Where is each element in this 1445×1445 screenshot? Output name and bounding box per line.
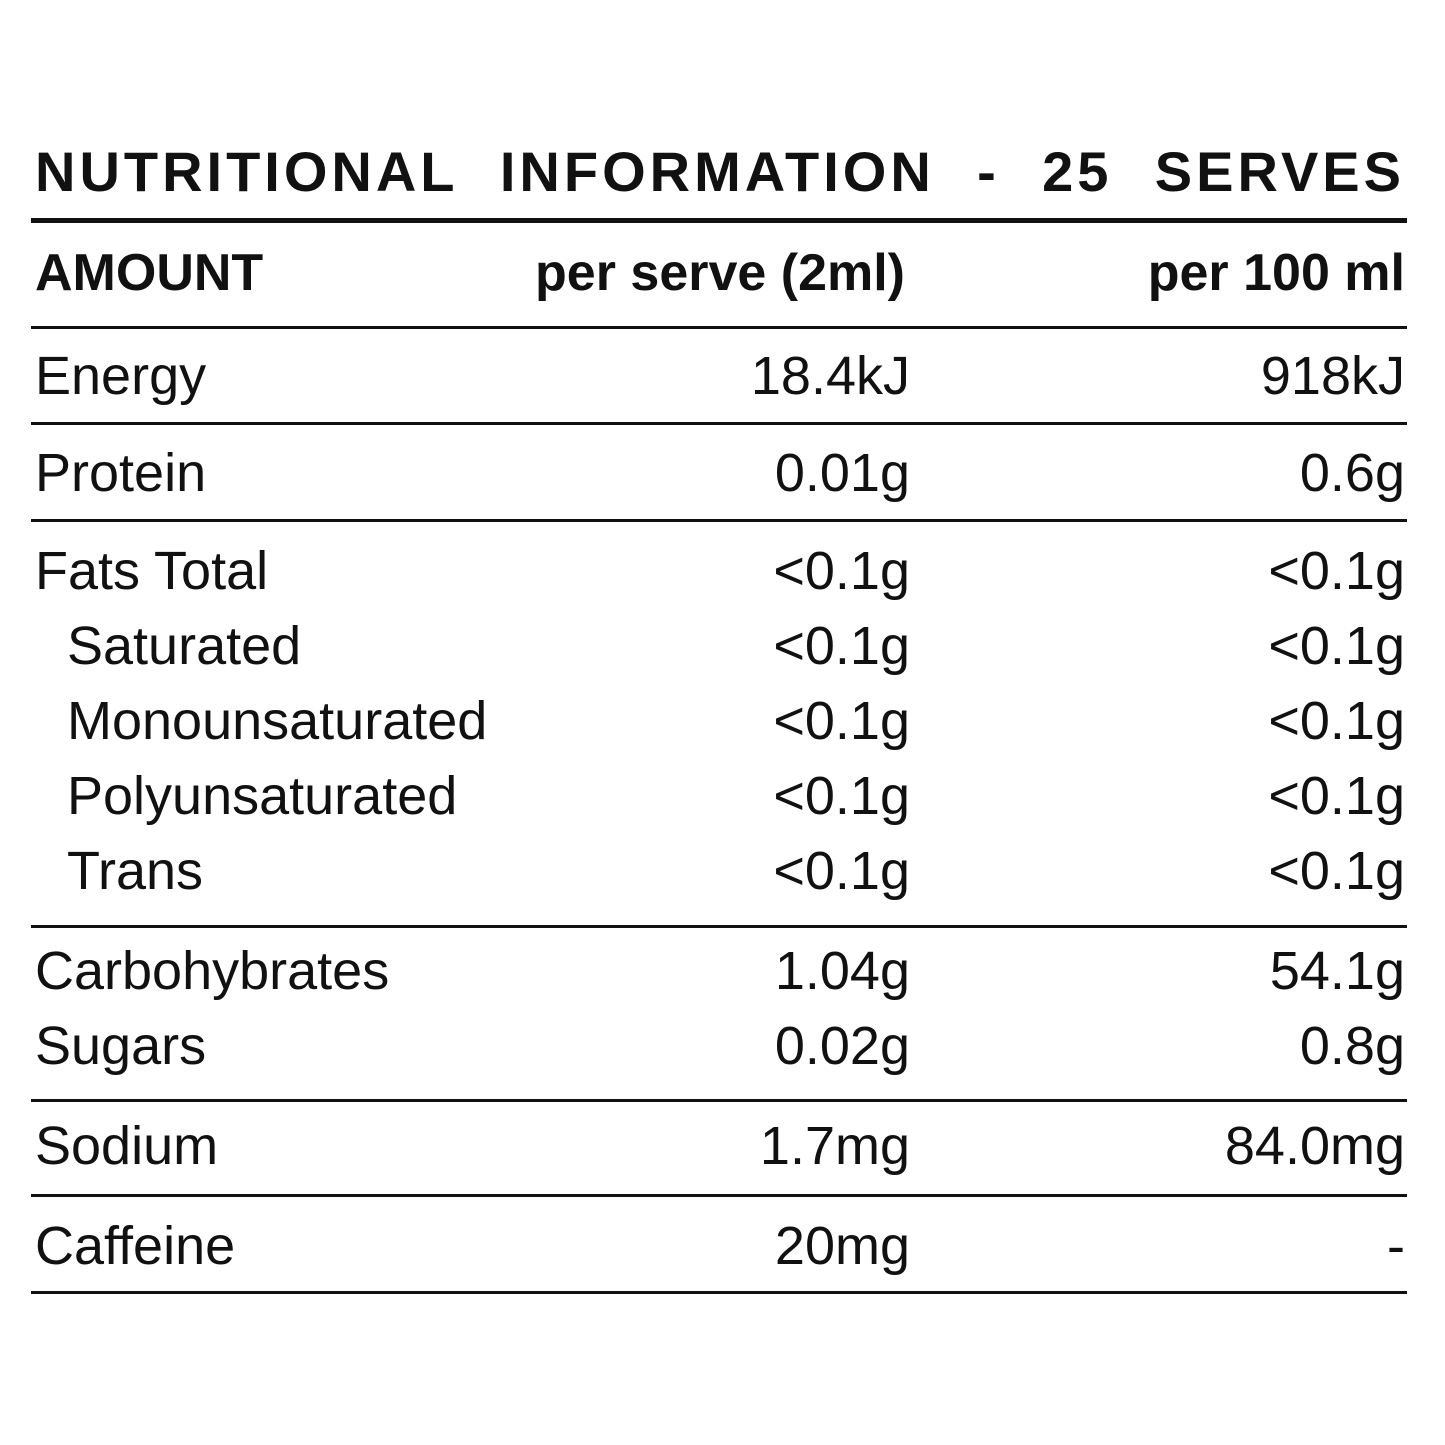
per-serve: 0.02g [774,1016,910,1076]
row-label: Sugars [35,1016,207,1076]
per-100ml: - [1387,1216,1405,1276]
per-100ml: 54.1g [1269,941,1405,1001]
per-serve: <0.1g [773,841,910,901]
row-label: Saturated [67,616,302,676]
per-serve: <0.1g [773,766,910,826]
per-100ml: 918kJ [1260,346,1405,406]
header-cell: AMOUNT [35,244,264,302]
per-serve: <0.1g [773,541,910,601]
header-cell: per 100 ml [1147,244,1405,302]
per-serve: 1.7mg [759,1116,910,1176]
row-label: Trans [67,841,204,901]
per-serve: <0.1g [773,691,910,751]
row-label: Caffeine [35,1216,236,1276]
row-label: Carbohybrates [35,941,390,1001]
per-100ml: <0.1g [1268,841,1405,901]
per-100ml: <0.1g [1268,616,1405,676]
row-label: Monounsaturated [67,691,488,751]
rule [31,422,1407,425]
per-100ml: <0.1g [1268,691,1405,751]
header-cell: per serve (2ml) [535,244,905,302]
row-label: Fats Total [35,541,269,601]
rule [31,519,1407,522]
rule [31,1194,1407,1197]
row-label: Polyunsaturated [67,766,458,826]
rule [31,1099,1407,1102]
per-100ml: 0.6g [1299,443,1405,503]
row-label: Energy [35,346,207,406]
per-100ml: 84.0mg [1224,1116,1405,1176]
per-serve: 20mg [774,1216,910,1276]
per-100ml: <0.1g [1268,541,1405,601]
title: NUTRITIONAL INFORMATION - 25 SERVES [35,140,1405,203]
per-serve: 0.01g [774,443,910,503]
per-serve: <0.1g [773,616,910,676]
rule [31,925,1407,928]
row-label: Sodium [35,1116,219,1176]
rule [31,326,1407,329]
per-100ml: <0.1g [1268,766,1405,826]
rule [31,1291,1407,1294]
row-label: Protein [35,443,207,503]
per-100ml: 0.8g [1299,1016,1405,1076]
per-serve: 18.4kJ [750,346,910,406]
per-serve: 1.04g [774,941,910,1001]
thick-rule [31,218,1407,223]
